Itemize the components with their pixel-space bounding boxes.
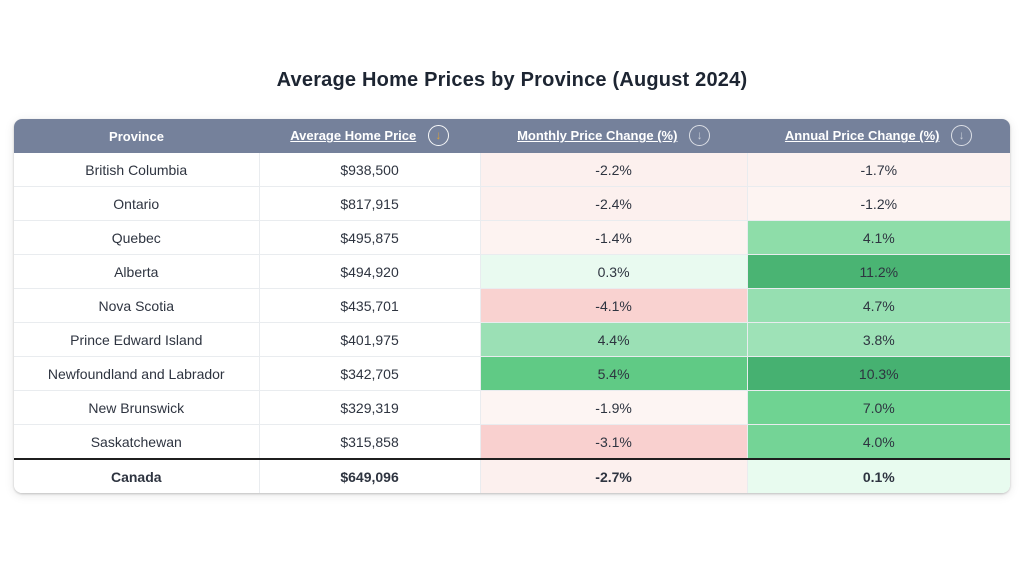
- column-header-monthly-price-change[interactable]: Monthly Price Change (%) ↓: [480, 119, 748, 153]
- province-cell: Ontario: [14, 186, 260, 221]
- monthly-price-change-cell: -2.2%: [480, 153, 748, 187]
- monthly-price-change-cell: -2.4%: [480, 186, 748, 221]
- column-header-average-home-price[interactable]: Average Home Price ↓: [259, 119, 481, 153]
- province-cell: Canada: [14, 458, 260, 493]
- average-home-price-cell: $817,915: [259, 186, 481, 221]
- sort-descending-active-icon[interactable]: ↓: [427, 124, 449, 146]
- annual-price-change-cell: -1.2%: [747, 186, 1010, 221]
- monthly-price-change-cell: 5.4%: [480, 356, 748, 391]
- annual-price-change-cell: 7.0%: [747, 390, 1010, 425]
- table-body: British Columbia $938,500 -2.2% -1.7% On…: [14, 153, 1010, 493]
- monthly-price-change-cell: -2.7%: [480, 458, 748, 493]
- monthly-price-change-cell: -4.1%: [480, 288, 748, 323]
- table-row: Saskatchewan $315,858 -3.1% 4.0%: [14, 424, 1010, 460]
- home-prices-table-card: Province Average Home Price ↓ Monthly Pr…: [14, 119, 1010, 493]
- table-row: Prince Edward Island $401,975 4.4% 3.8%: [14, 322, 1010, 357]
- average-home-price-cell: $494,920: [259, 254, 481, 289]
- province-cell: British Columbia: [14, 153, 260, 187]
- column-header-label[interactable]: Annual Price Change (%): [784, 127, 940, 143]
- annual-price-change-cell: 4.0%: [747, 424, 1010, 460]
- table-row: Ontario $817,915 -2.4% -1.2%: [14, 186, 1010, 221]
- average-home-price-cell: $435,701: [259, 288, 481, 323]
- average-home-price-cell: $938,500: [259, 153, 481, 187]
- province-cell: New Brunswick: [14, 390, 260, 425]
- annual-price-change-cell: 4.1%: [747, 220, 1010, 255]
- province-cell: Quebec: [14, 220, 260, 255]
- province-cell: Alberta: [14, 254, 260, 289]
- annual-price-change-cell: -1.7%: [747, 153, 1010, 187]
- annual-price-change-cell: 10.3%: [747, 356, 1010, 391]
- province-cell: Saskatchewan: [14, 424, 260, 460]
- table-row: New Brunswick $329,319 -1.9% 7.0%: [14, 390, 1010, 425]
- sort-descending-inactive-icon[interactable]: ↓: [951, 124, 973, 146]
- monthly-price-change-cell: -1.4%: [480, 220, 748, 255]
- table-row: British Columbia $938,500 -2.2% -1.7%: [14, 153, 1010, 187]
- table-header-row: Province Average Home Price ↓ Monthly Pr…: [14, 119, 1010, 153]
- page-title: Average Home Prices by Province (August …: [276, 69, 748, 91]
- table-row: Newfoundland and Labrador $342,705 5.4% …: [14, 356, 1010, 391]
- monthly-price-change-cell: -3.1%: [480, 424, 748, 460]
- average-home-price-cell: $401,975: [259, 322, 481, 357]
- column-header-label[interactable]: Average Home Price: [290, 127, 417, 143]
- table-row: Nova Scotia $435,701 -4.1% 4.7%: [14, 288, 1010, 323]
- table-row: Quebec $495,875 -1.4% 4.1%: [14, 220, 1010, 255]
- home-prices-table: Province Average Home Price ↓ Monthly Pr…: [14, 119, 1010, 493]
- annual-price-change-cell: 3.8%: [747, 322, 1010, 357]
- column-header-annual-price-change[interactable]: Annual Price Change (%) ↓: [747, 119, 1010, 153]
- average-home-price-cell: $315,858: [259, 424, 481, 460]
- average-home-price-cell: $495,875: [259, 220, 481, 255]
- sort-descending-inactive-icon[interactable]: ↓: [689, 124, 711, 146]
- monthly-price-change-cell: 4.4%: [480, 322, 748, 357]
- annual-price-change-cell: 4.7%: [747, 288, 1010, 323]
- province-cell: Prince Edward Island: [14, 322, 260, 357]
- column-header-province: Province: [14, 119, 260, 153]
- monthly-price-change-cell: -1.9%: [480, 390, 748, 425]
- monthly-price-change-cell: 0.3%: [480, 254, 748, 289]
- average-home-price-cell: $342,705: [259, 356, 481, 391]
- annual-price-change-cell: 0.1%: [747, 458, 1010, 493]
- province-cell: Newfoundland and Labrador: [14, 356, 260, 391]
- annual-price-change-cell: 11.2%: [747, 254, 1010, 289]
- column-header-label[interactable]: Monthly Price Change (%): [517, 127, 678, 143]
- column-header-label: Province: [109, 128, 164, 144]
- table-row-total: Canada $649,096 -2.7% 0.1%: [14, 458, 1010, 493]
- average-home-price-cell: $329,319: [259, 390, 481, 425]
- table-row: Alberta $494,920 0.3% 11.2%: [14, 254, 1010, 289]
- province-cell: Nova Scotia: [14, 288, 260, 323]
- average-home-price-cell: $649,096: [259, 458, 481, 493]
